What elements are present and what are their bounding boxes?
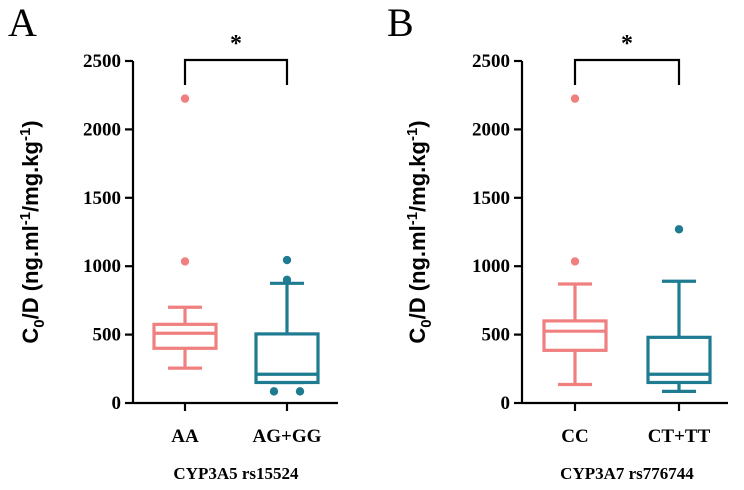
outlier-point [269, 387, 279, 396]
y-tick-label: 0 [501, 393, 511, 414]
category-label: CT+TT [648, 426, 711, 447]
y-tick-label: 1500 [83, 188, 121, 209]
y-tick-label: 2000 [83, 119, 121, 140]
significance-star: * [621, 31, 633, 57]
y-tick-label: 1500 [472, 188, 510, 209]
box-cc [542, 94, 608, 387]
box-ag-gg [254, 255, 320, 396]
panel-letter: A [8, 0, 37, 45]
y-tick-label: 1000 [472, 256, 510, 277]
panel-a: A 0 500 1000 1500 2000 2500 C0/D (ng.ml-1/mg.kg… [8, 0, 338, 483]
outlier-point [570, 94, 580, 103]
y-tick-label: 1000 [83, 256, 121, 277]
box-aa [152, 94, 218, 370]
iqr-box [152, 322, 218, 350]
outlier-point [282, 275, 292, 285]
y-tick-label: 2500 [472, 51, 510, 72]
box-ct-tt [646, 225, 712, 393]
outlier-point [282, 255, 292, 265]
y-tick-label: 0 [112, 393, 122, 414]
panel-b: B 0 500 1000 1500 2000 2500 C0/D (ng.ml-1/mg.kg… [387, 0, 728, 483]
y-axis-label: C0/D (ng.ml-1/mg.kg-1) [404, 120, 435, 343]
x-axis-label: CYP3A5 rs15524 [173, 464, 299, 483]
iqr-box [542, 319, 608, 352]
panel-letter: B [387, 0, 414, 45]
outlier-point [295, 387, 305, 396]
outlier-point [180, 94, 190, 103]
outlier-point [570, 257, 580, 266]
y-tick-label: 500 [482, 325, 511, 346]
y-axis-label: C0/D (ng.ml-1/mg.kg-1) [17, 120, 48, 343]
x-axis-label: CYP3A7 rs776744 [560, 464, 694, 483]
outlier-point [674, 225, 684, 234]
y-tick-label: 2500 [83, 51, 121, 72]
category-label: AG+GG [253, 426, 322, 447]
y-tick-label: 500 [93, 325, 122, 346]
significance-bracket [573, 58, 681, 85]
significance-bracket [183, 58, 289, 85]
y-tick-label: 2000 [472, 119, 510, 140]
significance-star: * [230, 31, 242, 57]
outlier-point [180, 257, 190, 266]
category-label: CC [561, 426, 588, 447]
category-label: AA [171, 426, 199, 447]
